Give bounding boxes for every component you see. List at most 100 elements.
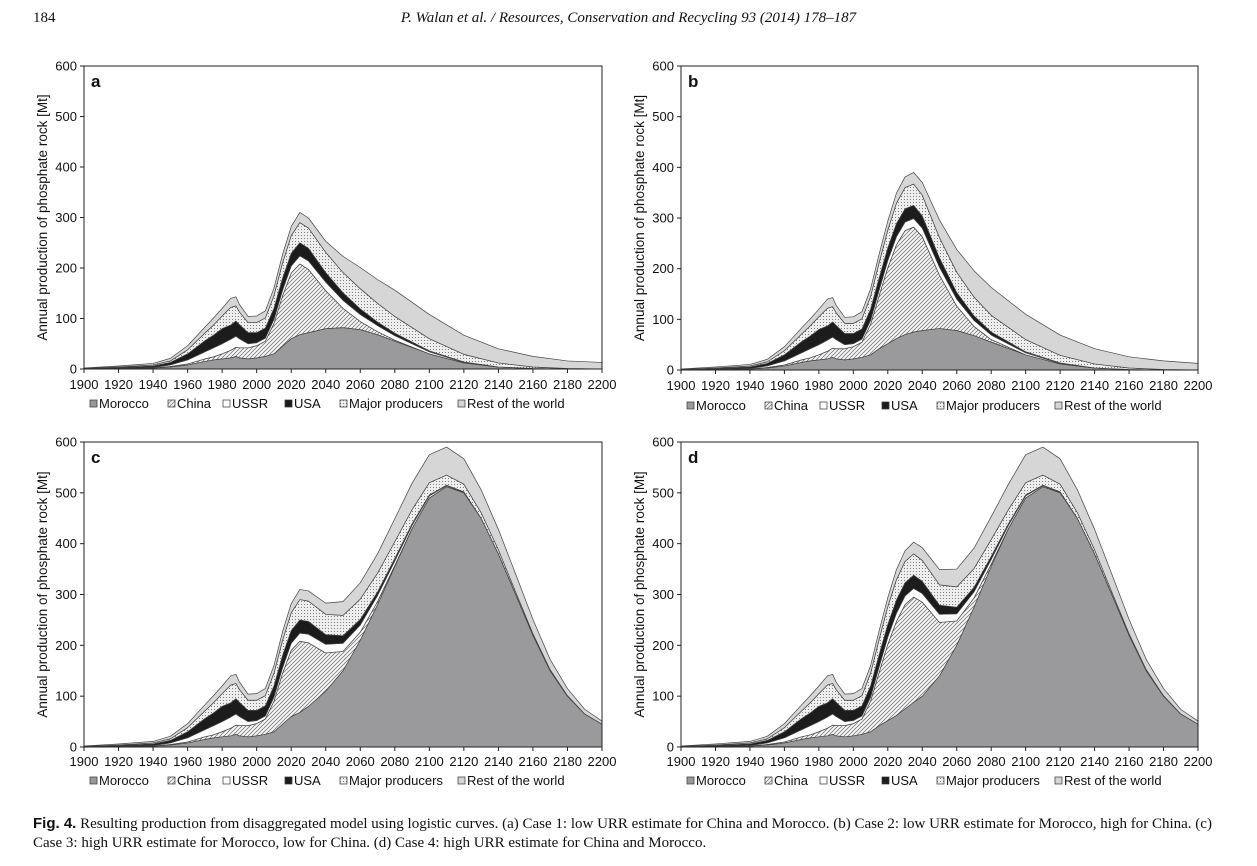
legend-swatch-morocco — [686, 401, 695, 410]
x-tick-label: 1960 — [770, 754, 799, 769]
running-head: 184 P. Walan et al. / Resources, Conserv… — [0, 10, 1257, 34]
x-tick-label: 1920 — [104, 377, 133, 392]
legend-label-ussr: USSR — [829, 398, 865, 413]
y-tick-label: 300 — [55, 210, 77, 225]
legend-label-rest-of-the-world: Rest of the world — [1064, 398, 1162, 413]
legend-swatch-major-producers — [339, 399, 348, 408]
y-axis-label: Annual production of phosphate rock [Mt] — [35, 471, 50, 717]
panel-label: b — [688, 72, 698, 91]
x-tick-label: 1920 — [104, 754, 133, 769]
y-tick-label: 600 — [55, 435, 77, 450]
legend-swatch-morocco — [89, 776, 98, 785]
x-tick-label: 2020 — [277, 754, 306, 769]
y-tick-label: 300 — [652, 211, 674, 226]
y-tick-label: 0 — [667, 363, 674, 378]
y-tick-label: 200 — [652, 261, 674, 276]
x-tick-label: 2080 — [977, 378, 1006, 393]
legend-label-usa: USA — [294, 396, 321, 411]
x-tick-label: 2000 — [242, 377, 271, 392]
y-tick-label: 200 — [652, 638, 674, 653]
x-tick-label: 2020 — [873, 754, 902, 769]
x-tick-label: 2120 — [449, 754, 478, 769]
y-axis-label: Annual production of phosphate rock [Mt] — [632, 95, 647, 341]
legend-swatch-china — [167, 776, 176, 785]
legend-label-major-producers: Major producers — [349, 773, 443, 788]
legend-label-rest-of-the-world: Rest of the world — [1064, 773, 1162, 788]
caption-label: Fig. 4. — [33, 815, 77, 832]
legend-label-ussr: USSR — [829, 773, 865, 788]
legend-label-china: China — [774, 398, 809, 413]
y-tick-label: 400 — [652, 160, 674, 175]
x-tick-label: 1980 — [208, 377, 237, 392]
y-tick-label: 400 — [55, 160, 77, 175]
x-tick-label: 2200 — [588, 754, 617, 769]
x-tick-label: 2040 — [908, 378, 937, 393]
x-tick-label: 1900 — [70, 377, 99, 392]
y-tick-label: 600 — [652, 435, 674, 450]
chart-panel-a: 0 100 200 300 400 500 600 1900 1920 1940 1960 1980 2… — [35, 59, 616, 412]
x-tick-label: 2200 — [1184, 378, 1213, 393]
x-tick-label: 2180 — [1149, 378, 1178, 393]
y-tick-label: 0 — [70, 740, 77, 755]
y-tick-label: 300 — [55, 587, 77, 602]
y-tick-label: 500 — [652, 109, 674, 124]
y-tick-label: 0 — [70, 362, 77, 377]
x-tick-label: 2020 — [277, 377, 306, 392]
figure-caption: Fig. 4. Resulting production from disagg… — [33, 814, 1223, 853]
y-axis-label: Annual production of phosphate rock [Mt] — [35, 94, 50, 340]
legend-swatch-ussr — [222, 399, 231, 408]
legend-swatch-china — [764, 776, 773, 785]
legend-swatch-morocco — [686, 776, 695, 785]
x-tick-label: 1920 — [701, 754, 730, 769]
legend-label-china: China — [177, 773, 212, 788]
x-tick-label: 2180 — [553, 754, 582, 769]
y-tick-label: 100 — [652, 312, 674, 327]
x-tick-label: 2080 — [380, 377, 409, 392]
x-tick-label: 2060 — [346, 377, 375, 392]
x-tick-label: 2140 — [484, 754, 513, 769]
x-tick-label: 2160 — [518, 754, 547, 769]
x-tick-label: 1900 — [667, 754, 696, 769]
x-tick-label: 1900 — [667, 378, 696, 393]
legend-label-ussr: USSR — [232, 773, 268, 788]
legend-swatch-china — [764, 401, 773, 410]
legend-label-china: China — [177, 396, 212, 411]
legend-swatch-ussr — [819, 776, 828, 785]
x-tick-label: 1940 — [139, 754, 168, 769]
caption-text: Resulting production from disaggregated … — [33, 816, 1212, 851]
legend-label-rest-of-the-world: Rest of the world — [467, 773, 565, 788]
x-tick-label: 1940 — [735, 754, 764, 769]
x-tick-label: 2020 — [873, 378, 902, 393]
x-tick-label: 2140 — [1080, 378, 1109, 393]
legend-swatch-rest-of-the-world — [1054, 776, 1063, 785]
x-tick-label: 1940 — [735, 378, 764, 393]
legend-swatch-morocco — [89, 399, 98, 408]
legend-swatch-ussr — [819, 401, 828, 410]
x-tick-label: 2040 — [311, 754, 340, 769]
x-tick-label: 2120 — [1046, 754, 1075, 769]
y-tick-label: 400 — [652, 536, 674, 551]
x-tick-label: 2180 — [553, 377, 582, 392]
legend-label-morocco: Morocco — [696, 398, 746, 413]
legend-swatch-usa — [881, 401, 890, 410]
legend-label-major-producers: Major producers — [349, 396, 443, 411]
figure-4-charts: 0 100 200 300 400 500 600 1900 1920 1940 1960 1980 2… — [35, 59, 1213, 789]
y-tick-label: 100 — [652, 689, 674, 704]
x-tick-label: 1980 — [208, 754, 237, 769]
legend-label-major-producers: Major producers — [946, 398, 1040, 413]
legend-swatch-china — [167, 399, 176, 408]
x-tick-label: 2140 — [484, 377, 513, 392]
x-tick-label: 2100 — [1011, 378, 1040, 393]
legend-label-rest-of-the-world: Rest of the world — [467, 396, 565, 411]
legend-swatch-major-producers — [339, 776, 348, 785]
x-tick-label: 2100 — [1011, 754, 1040, 769]
x-tick-label: 2080 — [977, 754, 1006, 769]
x-tick-label: 1980 — [804, 754, 833, 769]
x-tick-label: 2160 — [1115, 754, 1144, 769]
chart-panel-b: 0 100 200 300 400 500 600 1900 1920 1940 1960 1980 2… — [632, 59, 1212, 414]
x-tick-label: 2060 — [942, 754, 971, 769]
x-tick-label: 2040 — [311, 377, 340, 392]
legend-label-ussr: USSR — [232, 396, 268, 411]
x-tick-label: 2200 — [1184, 754, 1213, 769]
x-tick-label: 1960 — [173, 754, 202, 769]
